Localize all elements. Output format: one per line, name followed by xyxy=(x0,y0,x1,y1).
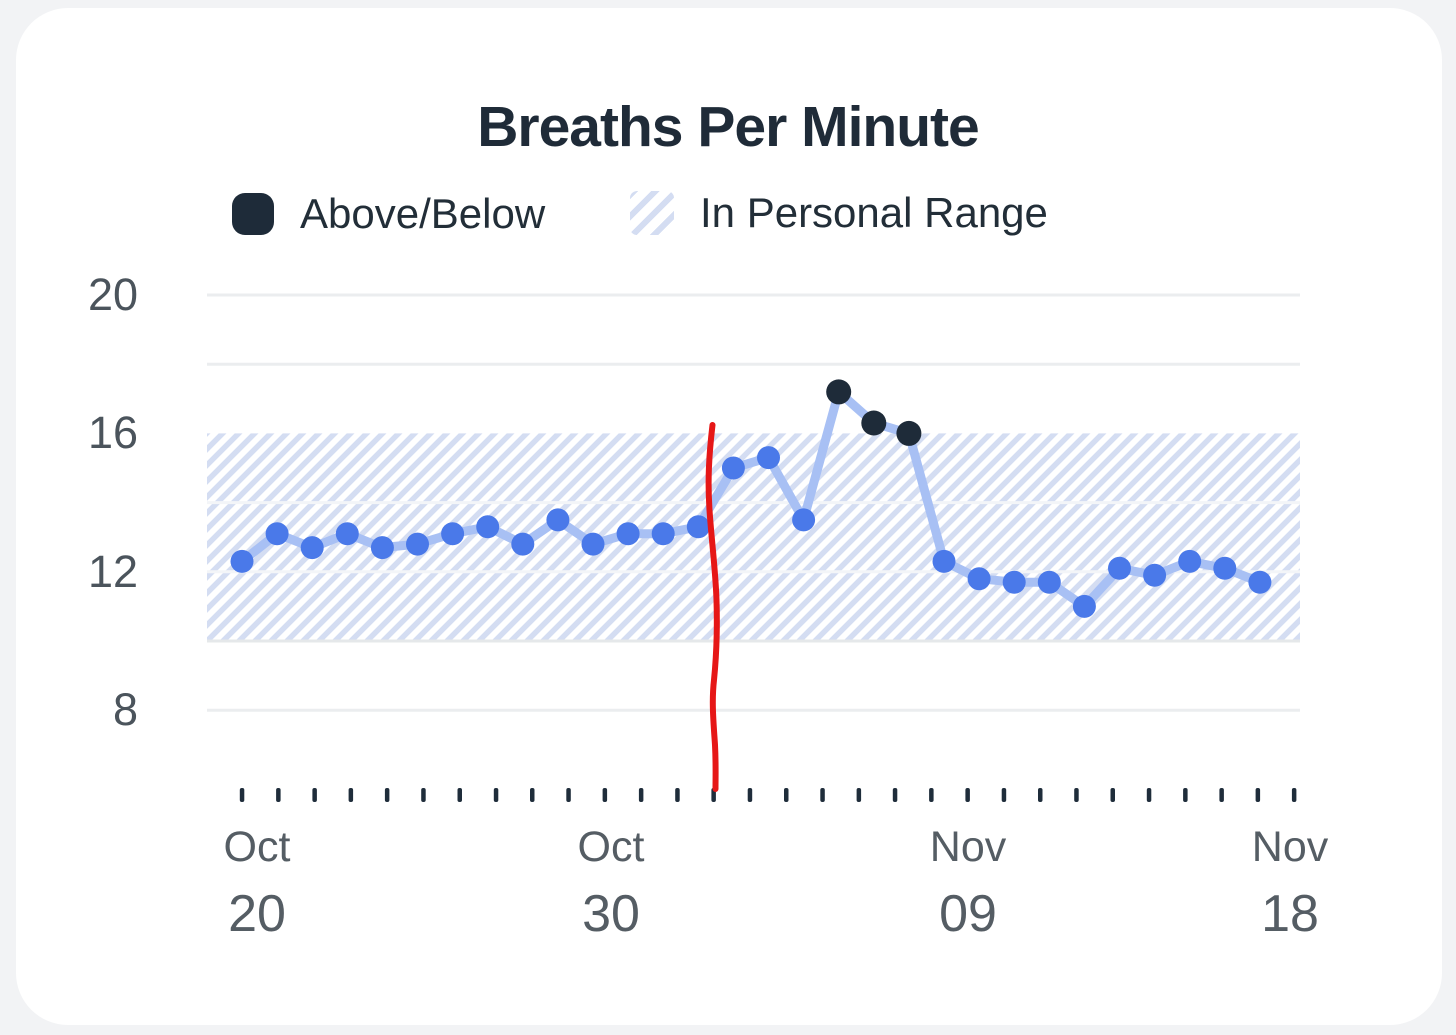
data-point xyxy=(721,456,745,480)
data-point xyxy=(1248,570,1272,594)
x-axis-tick xyxy=(530,788,535,802)
x-axis-tick xyxy=(239,788,245,802)
x-axis-tick xyxy=(1146,788,1152,802)
x-axis-tick xyxy=(747,788,753,802)
data-point xyxy=(370,536,394,560)
data-point xyxy=(932,549,956,573)
data-point xyxy=(406,532,429,556)
data-point xyxy=(581,532,605,556)
x-axis-tick xyxy=(493,788,499,802)
x-axis-tick xyxy=(602,788,608,802)
x-axis-tick xyxy=(421,788,426,802)
chart-title: Breaths Per Minute xyxy=(477,95,979,159)
data-point xyxy=(230,549,254,573)
data-point-above xyxy=(826,379,852,405)
x-axis-tick xyxy=(929,788,934,802)
data-point xyxy=(1143,563,1167,587)
data-point xyxy=(757,446,780,470)
data-point xyxy=(511,532,535,556)
data-point xyxy=(967,567,991,591)
x-axis-tick xyxy=(784,788,789,802)
x-axis-tick xyxy=(1291,788,1297,802)
x-axis-tick xyxy=(965,788,970,802)
x-axis-tick xyxy=(892,788,898,802)
data-point xyxy=(1037,570,1061,594)
legend-label-above-below: Above/Below xyxy=(300,190,546,237)
x-axis-tick xyxy=(1038,788,1043,802)
data-point xyxy=(265,522,289,546)
data-point xyxy=(1072,594,1096,618)
x-axis-tick xyxy=(384,788,390,802)
data-point xyxy=(616,522,640,546)
data-point xyxy=(546,508,570,532)
personal-range-band xyxy=(207,433,1300,641)
above-below-swatch-icon xyxy=(232,193,274,235)
data-point-above xyxy=(861,410,887,436)
x-axis-tick xyxy=(675,788,680,802)
x-axis-tick xyxy=(856,788,862,802)
in-personal-range-swatch-icon xyxy=(630,191,674,235)
data-point xyxy=(651,522,675,546)
x-axis-tick xyxy=(1001,788,1007,802)
data-point-above xyxy=(896,420,922,446)
legend-item-in-personal-range: In Personal Range xyxy=(630,189,1048,237)
data-point xyxy=(1108,556,1131,580)
x-axis-tick xyxy=(1110,788,1115,802)
data-point xyxy=(441,522,465,546)
x-axis-tick xyxy=(638,788,644,802)
legend-item-above-below: Above/Below xyxy=(232,190,545,238)
data-point xyxy=(335,522,359,546)
data-point xyxy=(1002,570,1026,594)
x-axis-tick xyxy=(566,788,571,802)
legend-label-in-personal-range: In Personal Range xyxy=(700,189,1048,236)
data-point xyxy=(300,536,324,560)
data-point xyxy=(1213,556,1237,580)
data-point xyxy=(792,508,816,532)
x-axis-tick xyxy=(312,788,317,802)
x-axis-tick xyxy=(1074,788,1079,802)
red-annotation-line xyxy=(705,422,720,792)
x-axis-tick xyxy=(457,788,462,802)
x-axis-tick xyxy=(1219,788,1224,802)
x-axis-tick xyxy=(1255,788,1261,802)
x-axis-tick xyxy=(820,788,825,802)
x-axis-tick xyxy=(276,788,281,802)
x-axis-tick xyxy=(1183,788,1188,802)
data-point xyxy=(1178,549,1202,573)
x-axis-tick xyxy=(348,788,354,802)
data-point xyxy=(476,515,500,539)
data-point xyxy=(686,515,710,539)
